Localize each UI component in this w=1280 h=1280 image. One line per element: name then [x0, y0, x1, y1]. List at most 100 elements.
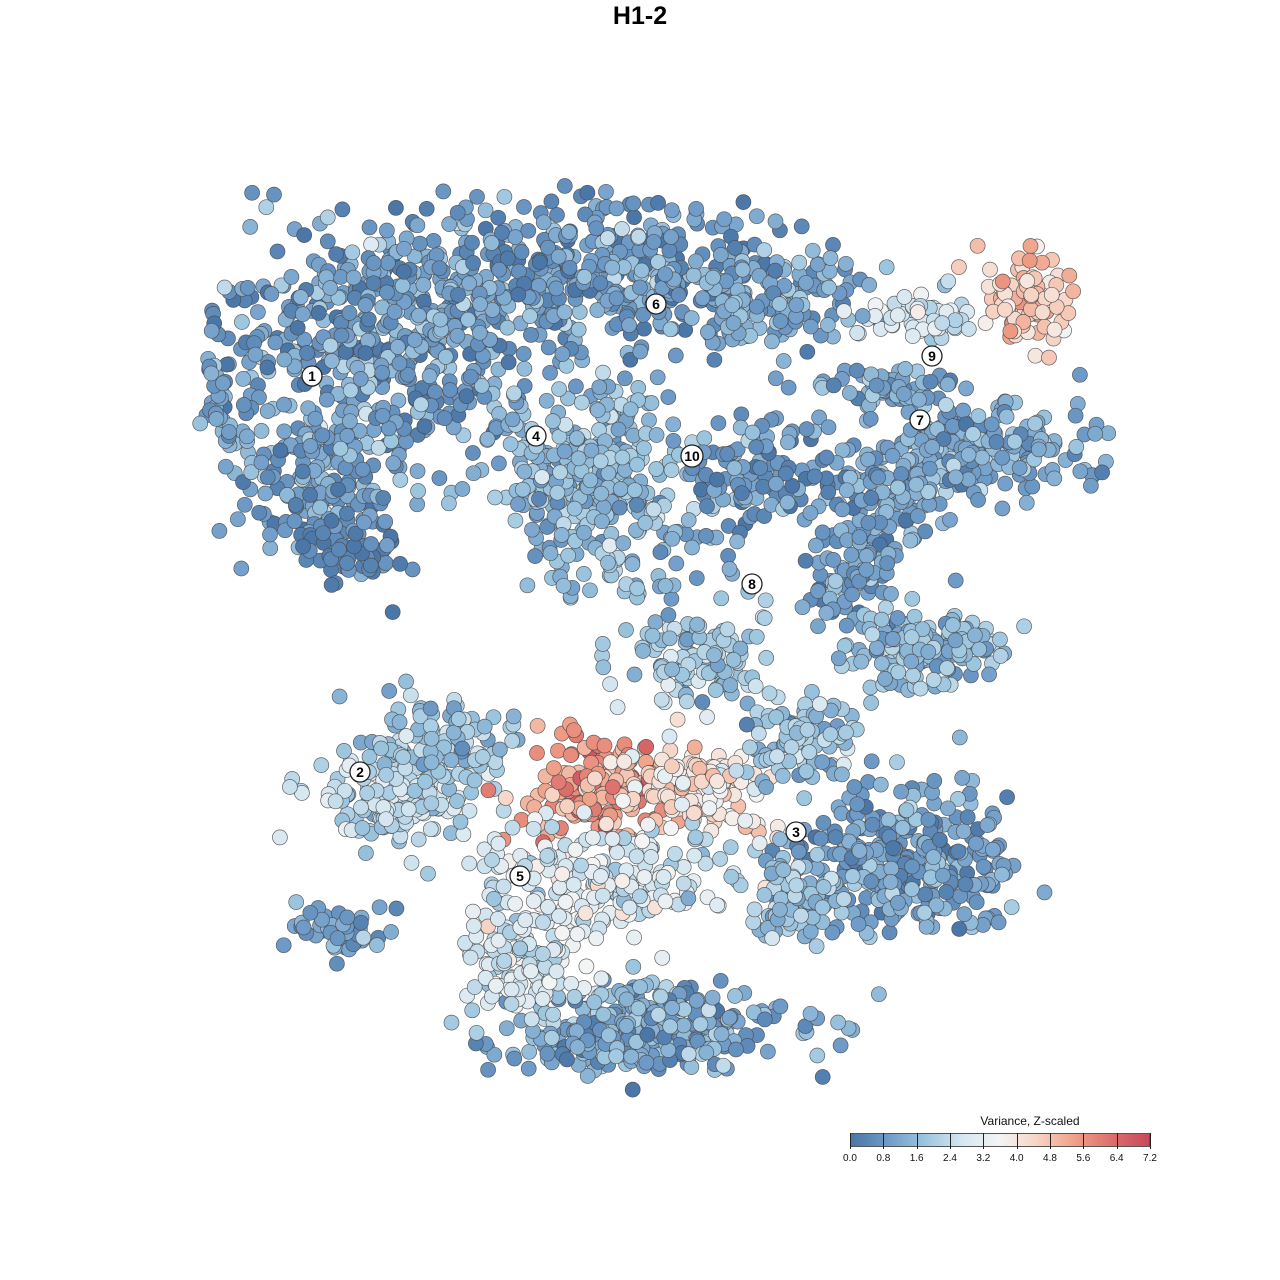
cell-point [692, 1016, 709, 1033]
cell-point [935, 431, 952, 447]
cell-point [657, 893, 674, 910]
cell-point [339, 505, 355, 522]
cell-point [592, 275, 609, 292]
cell-point [588, 220, 605, 237]
cell-point [798, 421, 815, 437]
cell-point [877, 671, 893, 687]
cluster-label-text: 1 [308, 368, 316, 384]
cell-point [699, 498, 715, 515]
cell-point [615, 535, 632, 551]
cell-point [748, 439, 765, 455]
cell-point [734, 261, 751, 278]
cell-point [396, 240, 412, 257]
cell-point [712, 972, 729, 989]
cell-point [400, 366, 416, 383]
cell-point [602, 676, 618, 692]
cell-point [331, 541, 347, 558]
cell-point [905, 667, 921, 684]
cell-point [354, 461, 371, 478]
cell-point [660, 607, 677, 623]
cluster-label-4: 4 [525, 425, 547, 447]
cell-point [691, 760, 708, 777]
cell-point [548, 963, 565, 980]
cell-point [938, 884, 955, 900]
cell-point [283, 269, 300, 285]
cell-point [302, 904, 319, 921]
cell-point [621, 899, 638, 916]
cell-point [636, 320, 652, 337]
cell-point [445, 724, 462, 741]
cell-point [529, 717, 546, 734]
cell-point [758, 779, 774, 795]
cell-point [1027, 415, 1043, 432]
cell-point [675, 1017, 692, 1034]
cluster-label-5: 5 [509, 865, 531, 887]
cell-point [1068, 439, 1085, 455]
cell-point [604, 831, 621, 847]
cell-point [727, 240, 743, 256]
cell-point [910, 304, 926, 320]
cell-point [994, 273, 1011, 290]
cell-point [362, 557, 379, 574]
cell-point [487, 489, 503, 506]
legend-tick [1083, 1133, 1085, 1149]
cell-point [242, 219, 259, 235]
cell-point [629, 580, 646, 597]
cell-point [809, 256, 826, 273]
cluster-marker [921, 345, 943, 367]
cell-point [295, 538, 311, 555]
cell-point [960, 321, 977, 337]
cell-point [798, 274, 814, 291]
cell-point [841, 385, 858, 401]
cell-point [570, 450, 587, 467]
cell-point [827, 829, 844, 846]
cell-point [636, 440, 652, 457]
cell-point [725, 651, 742, 668]
cell-point [804, 242, 821, 259]
cell-point [443, 1014, 460, 1031]
cell-point [801, 744, 818, 760]
cell-point [1067, 407, 1084, 424]
cell-point [417, 773, 433, 790]
cell-point [383, 433, 400, 450]
cell-point [431, 260, 448, 277]
legend-tick [883, 1133, 885, 1149]
cell-point [694, 694, 711, 710]
cell-point [403, 855, 420, 871]
cell-point [472, 296, 488, 313]
cell-point [258, 199, 275, 216]
cell-point [549, 484, 566, 501]
cluster-label-10: 10 [680, 444, 704, 468]
cell-point [834, 766, 850, 783]
cell-point [323, 512, 340, 529]
cell-point [1019, 273, 1036, 289]
cell-point [751, 835, 768, 852]
cell-point [608, 200, 625, 217]
cell-point [942, 511, 958, 528]
cell-point [838, 724, 854, 741]
cell-point [611, 499, 628, 516]
legend-tick [916, 1133, 918, 1149]
cell-point [639, 1026, 656, 1043]
cell-point [815, 879, 832, 895]
cell-point [357, 297, 374, 313]
cell-point [192, 415, 209, 432]
cell-point [276, 351, 293, 368]
legend-tick-label: 4.0 [1009, 1153, 1024, 1164]
cell-point [460, 311, 476, 328]
cell-point [958, 380, 974, 397]
cell-point [496, 953, 513, 969]
cell-point [663, 462, 680, 478]
cell-point [832, 1037, 849, 1054]
cell-point [582, 582, 598, 599]
cell-point [435, 183, 452, 200]
cell-point [814, 899, 831, 916]
cell-point [951, 259, 967, 275]
cell-point [411, 307, 427, 324]
cell-point [276, 396, 292, 413]
cell-point [437, 349, 454, 365]
cell-point [774, 768, 791, 784]
cell-point [1087, 425, 1104, 442]
cell-point [216, 279, 233, 296]
cell-point [617, 370, 633, 387]
